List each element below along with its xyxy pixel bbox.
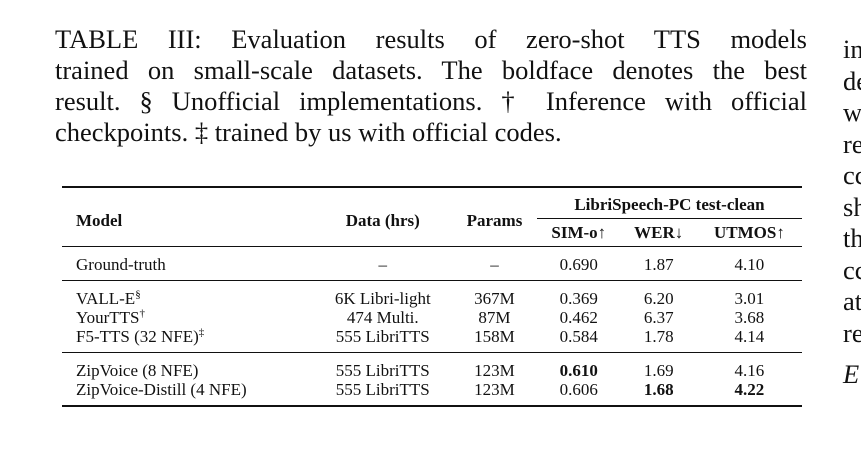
cell-model: ZipVoice (8 NFE) [62, 353, 314, 380]
cell-params: – [490, 255, 499, 274]
footnote-mark: ‡ [198, 326, 205, 339]
footnote-mark: § [135, 288, 141, 301]
caption-line: result. § Unofficial implementations. † … [55, 86, 807, 116]
side-text: at [843, 286, 861, 316]
cell-params: 158M [474, 327, 515, 346]
table-row: Ground-truth – – 0.690 1.87 4.10 [62, 246, 802, 281]
cell-params: 123M [474, 361, 515, 380]
cell-data: 474 Multi. [346, 308, 419, 327]
cell-utmos: 4.14 [734, 327, 765, 346]
adjacent-column-text: in de w re cc sh th cc at re E [843, 34, 861, 391]
caption-line: checkpoints. ‡ trained by us with offici… [55, 117, 562, 147]
side-text: sh [843, 191, 861, 222]
cell-utmos: 3.01 [734, 289, 765, 308]
cell-utmos: 3.68 [734, 308, 765, 327]
cell-data: – [378, 255, 388, 274]
header-params: Params [466, 211, 523, 230]
caption-line: TABLE III: Evaluation results of zero-sh… [55, 24, 807, 54]
header-model: Model [76, 211, 123, 230]
cell-utmos: 4.22 [734, 380, 765, 399]
model-name: Ground-truth [76, 255, 166, 274]
cell-wer: 1.87 [643, 255, 674, 274]
model-name: VALL-E [76, 289, 136, 308]
model-name: ZipVoice (8 NFE) [76, 361, 199, 380]
cell-sim: 0.584 [559, 327, 598, 346]
cell-wer: 6.37 [643, 308, 674, 327]
cell-data: 555 LibriTTS [335, 361, 430, 380]
side-text: in [843, 34, 861, 64]
cell-data: 555 LibriTTS [335, 380, 430, 399]
cell-sim: 0.606 [559, 380, 598, 399]
cell-data: 6K Libri-light [334, 289, 431, 308]
model-name: F5-TTS (32 NFE) [76, 327, 199, 346]
cell-utmos: 4.10 [734, 255, 765, 274]
side-text: re [843, 317, 861, 348]
side-text: re [843, 128, 861, 159]
table-row: YourTTS† 474 Multi. 87M 0.462 6.37 3.68 [62, 308, 802, 327]
cell-model: YourTTS† [62, 308, 314, 327]
cell-wer: 1.68 [643, 380, 674, 399]
cell-data: 555 LibriTTS [335, 327, 430, 346]
table-row: ZipVoice (8 NFE) 555 LibriTTS 123M 0.610 1.6… [62, 352, 802, 380]
cell-sim: 0.690 [559, 255, 598, 274]
side-text: cc [843, 254, 861, 285]
cell-utmos: 4.16 [734, 361, 765, 380]
cell-model: F5-TTS (32 NFE)‡ [62, 327, 314, 353]
header-wer: WER↓ [634, 223, 684, 242]
model-name: ZipVoice-Distill (4 NFE) [76, 380, 247, 399]
cell-sim: 0.462 [559, 308, 598, 327]
footnote-mark: † [139, 307, 145, 320]
side-text: E [843, 359, 860, 389]
model-name: YourTTS [76, 308, 140, 327]
table-row: VALL-E§ 6K Libri-light 367M 0.369 6.20 3.01 [62, 280, 802, 308]
caption-line: trained on small-scale datasets. The bol… [55, 55, 807, 85]
cell-sim: 0.369 [559, 289, 598, 308]
cell-wer: 1.69 [643, 361, 674, 380]
header-data: Data (hrs) [345, 211, 420, 230]
table-row: ZipVoice-Distill (4 NFE) 555 LibriTTS 123M… [62, 380, 802, 406]
cell-params: 367M [474, 289, 515, 308]
cell-params: 123M [474, 380, 515, 399]
cell-wer: 1.78 [643, 327, 674, 346]
table-caption: TABLE III: Evaluation results of zero-sh… [55, 24, 807, 148]
cell-model: ZipVoice-Distill (4 NFE) [62, 380, 314, 406]
results-table: Model Data (hrs) Params LibriSpeech-PC t… [62, 186, 802, 407]
cell-params: 87M [478, 308, 511, 327]
side-text: w [843, 97, 861, 127]
header-sim: SIM-o↑ [551, 223, 607, 242]
cell-model: Ground-truth [62, 247, 314, 281]
side-text: de [843, 65, 861, 96]
side-text: cc [843, 160, 861, 190]
cell-wer: 6.20 [643, 289, 674, 308]
cell-sim: 0.610 [559, 361, 598, 380]
header-group: LibriSpeech-PC test-clean [536, 187, 802, 219]
table-row: F5-TTS (32 NFE)‡ 555 LibriTTS 158M 0.584 1.7… [62, 327, 802, 353]
side-text: th [843, 223, 861, 253]
header-utmos: UTMOS↑ [713, 223, 785, 242]
cell-model: VALL-E§ [62, 281, 314, 308]
